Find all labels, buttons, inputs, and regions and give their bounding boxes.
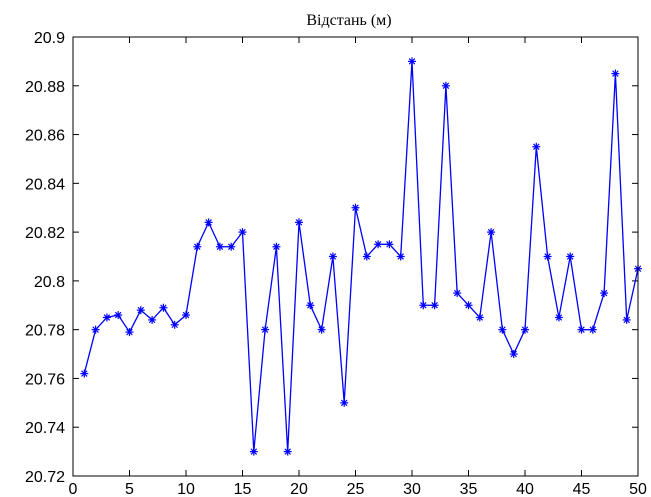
chart-title: Відстань (м) [306, 12, 391, 29]
data-point [284, 448, 292, 456]
y-tick-label: 20.78 [25, 323, 65, 340]
y-tick-label: 20.82 [25, 225, 65, 242]
x-tick-label: 20 [290, 481, 308, 497]
y-tick-label: 20.72 [25, 469, 65, 486]
data-point [442, 82, 450, 90]
data-point [352, 204, 360, 212]
data-point [566, 253, 574, 261]
data-point [363, 253, 371, 261]
x-tick-label: 45 [573, 481, 591, 497]
x-tick-label: 0 [69, 481, 78, 497]
data-point [227, 243, 235, 251]
data-point [510, 350, 518, 358]
y-tick-label: 20.9 [34, 30, 65, 47]
data-point [329, 253, 337, 261]
x-tick-label: 10 [177, 481, 195, 497]
data-point [148, 316, 156, 324]
data-point [80, 370, 88, 378]
y-tick-label: 20.76 [25, 371, 65, 388]
x-tick-label: 25 [347, 481, 365, 497]
series-line [84, 61, 638, 451]
data-point [465, 301, 473, 309]
data-point [318, 326, 326, 334]
data-point [159, 304, 167, 312]
y-tick-label: 20.86 [25, 128, 65, 145]
data-point [261, 326, 269, 334]
data-point [114, 311, 122, 319]
data-point [205, 218, 213, 226]
data-point [431, 301, 439, 309]
data-markers [80, 57, 642, 455]
data-point [487, 228, 495, 236]
y-tick-label: 20.84 [25, 176, 65, 193]
x-tick-label: 40 [516, 481, 534, 497]
x-tick-label: 15 [234, 481, 252, 497]
data-point [544, 253, 552, 261]
data-point [555, 313, 563, 321]
data-point [171, 321, 179, 329]
data-point [103, 313, 111, 321]
y-tick-label: 20.8 [34, 274, 65, 291]
data-point [182, 311, 190, 319]
data-point [600, 289, 608, 297]
data-point [193, 243, 201, 251]
data-point [239, 228, 247, 236]
data-point [453, 289, 461, 297]
data-point [611, 70, 619, 78]
data-point [521, 326, 529, 334]
data-point [532, 143, 540, 151]
y-tick-label: 20.74 [25, 420, 65, 437]
tick-labels: 0 5 10 15 20 25 30 35 40 45 50 20.72 20.74 20.76 20.78… [25, 30, 647, 497]
data-point [623, 316, 631, 324]
data-point [498, 326, 506, 334]
data-point [385, 240, 393, 248]
data-point [578, 326, 586, 334]
data-point [408, 57, 416, 65]
data-point [216, 243, 224, 251]
data-point [419, 301, 427, 309]
data-point [340, 399, 348, 407]
axis-ticks [73, 37, 638, 476]
data-point [295, 218, 303, 226]
plot-frame [73, 37, 638, 476]
data-point [137, 306, 145, 314]
x-tick-label: 5 [125, 481, 134, 497]
data-point [589, 326, 597, 334]
x-tick-label: 35 [460, 481, 478, 497]
x-tick-label: 30 [403, 481, 421, 497]
data-point [397, 253, 405, 261]
data-point [272, 243, 280, 251]
data-point [250, 448, 258, 456]
data-point [374, 240, 382, 248]
y-tick-label: 20.88 [25, 79, 65, 96]
data-point [476, 313, 484, 321]
data-point [126, 328, 134, 336]
data-point [306, 301, 314, 309]
x-tick-label: 50 [629, 481, 647, 497]
data-point [92, 326, 100, 334]
